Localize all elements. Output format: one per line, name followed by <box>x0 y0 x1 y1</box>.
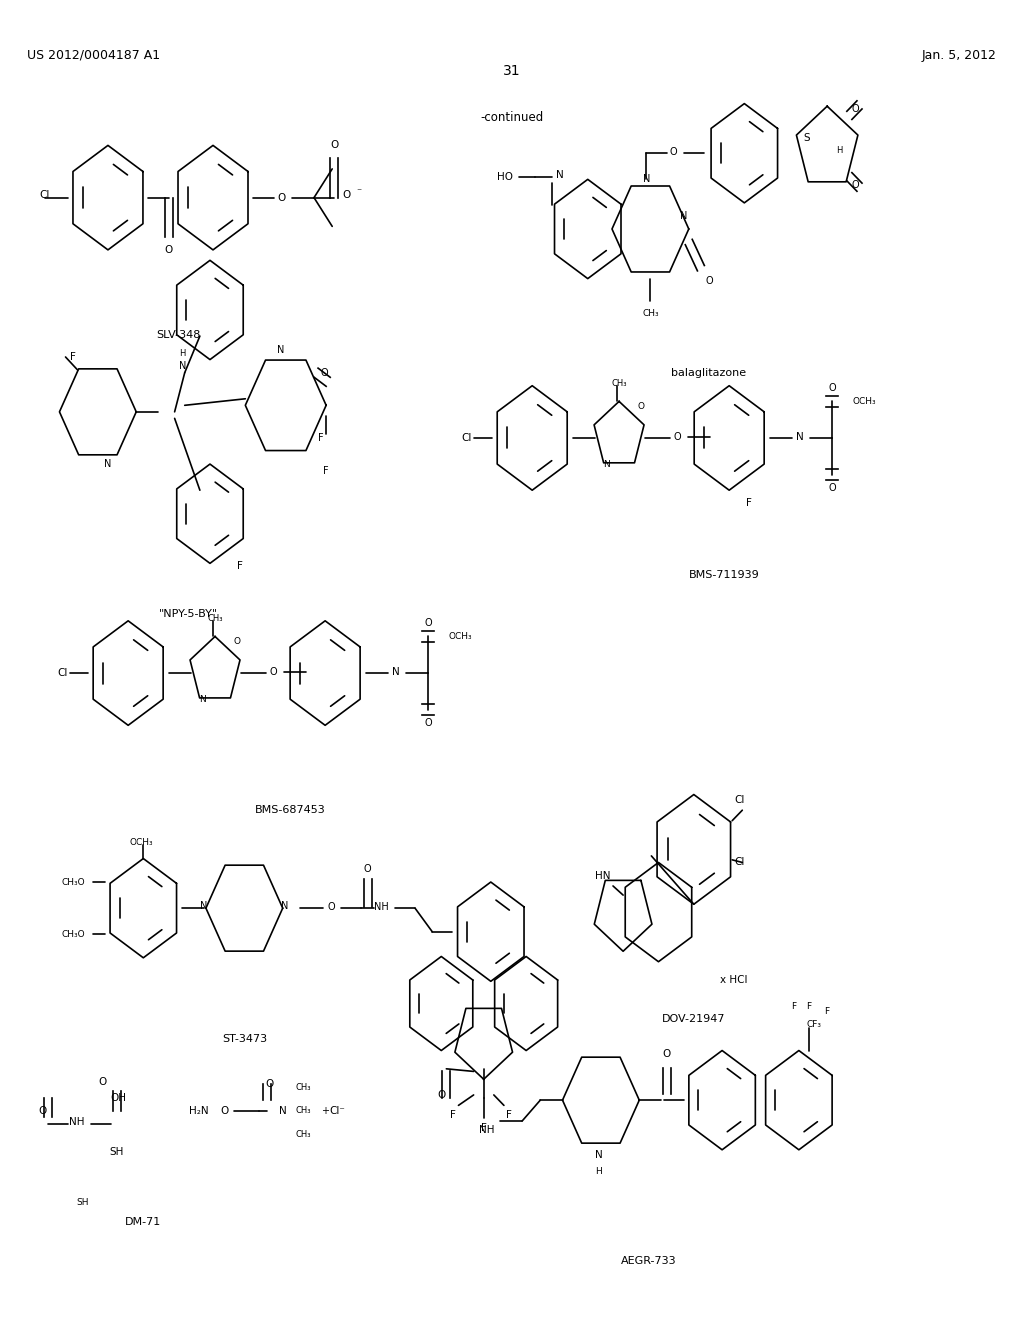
Text: O: O <box>38 1106 46 1115</box>
Text: O: O <box>342 190 350 201</box>
Text: N: N <box>643 174 650 185</box>
Text: O: O <box>437 1090 445 1100</box>
Text: O: O <box>220 1106 228 1115</box>
Text: CH₃: CH₃ <box>295 1106 310 1115</box>
Text: O: O <box>98 1077 108 1086</box>
Text: CH₃: CH₃ <box>295 1130 310 1139</box>
Text: O: O <box>269 667 278 677</box>
Text: OCH₃: OCH₃ <box>852 397 877 405</box>
Text: F: F <box>824 1007 829 1016</box>
Text: F: F <box>746 498 753 508</box>
Text: US 2012/0004187 A1: US 2012/0004187 A1 <box>28 49 161 62</box>
Text: ST-3473: ST-3473 <box>222 1034 267 1044</box>
Text: CH₃O: CH₃O <box>61 929 85 939</box>
Text: N: N <box>278 346 285 355</box>
Text: CH₃O: CH₃O <box>61 878 85 887</box>
Text: O: O <box>424 718 432 727</box>
Text: O: O <box>828 383 836 393</box>
Text: F: F <box>324 466 329 475</box>
Text: Cl: Cl <box>734 795 744 805</box>
Text: CH₃: CH₃ <box>207 614 223 623</box>
Text: SH: SH <box>77 1197 89 1206</box>
Text: CH₃: CH₃ <box>642 309 658 318</box>
Text: Jan. 5, 2012: Jan. 5, 2012 <box>922 49 996 62</box>
Text: N: N <box>392 667 399 677</box>
Text: O: O <box>663 1049 671 1060</box>
Text: +: + <box>322 1106 329 1115</box>
Text: BMS-687453: BMS-687453 <box>254 805 326 816</box>
Text: F: F <box>70 352 76 362</box>
Text: O: O <box>233 638 241 647</box>
Text: Cl: Cl <box>734 858 744 867</box>
Text: O: O <box>828 483 836 492</box>
Text: -continued: -continued <box>480 111 544 124</box>
Text: CF₃: CF₃ <box>807 1020 821 1028</box>
Text: HN: HN <box>595 870 610 880</box>
Text: N: N <box>104 459 112 469</box>
Text: F: F <box>238 561 244 572</box>
Text: N: N <box>603 459 610 469</box>
Text: O: O <box>670 147 678 157</box>
Text: O: O <box>265 1080 273 1089</box>
Text: N: N <box>200 694 206 704</box>
Text: O: O <box>852 104 859 114</box>
Text: NH: NH <box>69 1117 84 1127</box>
Text: N: N <box>680 211 687 220</box>
Text: SH: SH <box>110 1147 124 1158</box>
Text: F: F <box>807 1002 812 1011</box>
Text: CH₃: CH₃ <box>611 379 627 388</box>
Text: F: F <box>451 1110 457 1119</box>
Text: F: F <box>506 1110 512 1119</box>
Text: NH: NH <box>375 902 389 912</box>
Text: H: H <box>179 348 186 358</box>
Text: O: O <box>321 368 328 378</box>
Text: Cl: Cl <box>39 190 49 201</box>
Text: SLV-348: SLV-348 <box>157 330 201 339</box>
Text: OCH₃: OCH₃ <box>449 632 472 642</box>
Text: O: O <box>638 403 645 411</box>
Text: N: N <box>796 432 804 442</box>
Text: H: H <box>836 147 843 156</box>
Text: O: O <box>328 902 335 912</box>
Text: OH: OH <box>110 1093 126 1102</box>
Text: O: O <box>706 276 713 286</box>
Text: O: O <box>330 140 338 150</box>
Text: F: F <box>481 1122 486 1133</box>
Text: CH₃: CH₃ <box>295 1082 310 1092</box>
Text: DOV-21947: DOV-21947 <box>663 1014 726 1024</box>
Text: O: O <box>165 246 173 255</box>
Text: HO: HO <box>497 172 513 182</box>
Text: Cl: Cl <box>57 668 68 678</box>
Text: O: O <box>424 619 432 628</box>
Text: O: O <box>364 865 372 874</box>
Text: BMS-711939: BMS-711939 <box>689 570 760 579</box>
Text: H₂N: H₂N <box>188 1106 209 1115</box>
Text: O: O <box>852 180 859 190</box>
Text: N: N <box>201 900 208 911</box>
Text: OCH₃: OCH₃ <box>129 838 154 847</box>
Text: NH: NH <box>479 1125 495 1135</box>
Text: F: F <box>792 1002 797 1011</box>
Text: x HCl: x HCl <box>721 975 748 985</box>
Text: balaglitazone: balaglitazone <box>672 368 746 378</box>
Text: N: N <box>281 900 289 911</box>
Text: N: N <box>556 170 563 181</box>
Text: N: N <box>179 362 186 371</box>
Text: Cl⁻: Cl⁻ <box>330 1106 345 1115</box>
Text: S: S <box>804 132 810 143</box>
Text: N: N <box>595 1150 603 1160</box>
Text: F: F <box>318 433 324 444</box>
Text: O: O <box>278 193 286 203</box>
Text: DM-71: DM-71 <box>125 1217 162 1226</box>
Text: ⁻: ⁻ <box>356 187 361 198</box>
Text: N: N <box>279 1106 287 1115</box>
Text: "NPY-5-BY": "NPY-5-BY" <box>159 610 218 619</box>
Text: Cl: Cl <box>461 433 472 444</box>
Text: 31: 31 <box>503 63 521 78</box>
Text: AEGR-733: AEGR-733 <box>621 1255 676 1266</box>
Text: H: H <box>596 1167 602 1176</box>
Text: O: O <box>674 432 681 442</box>
